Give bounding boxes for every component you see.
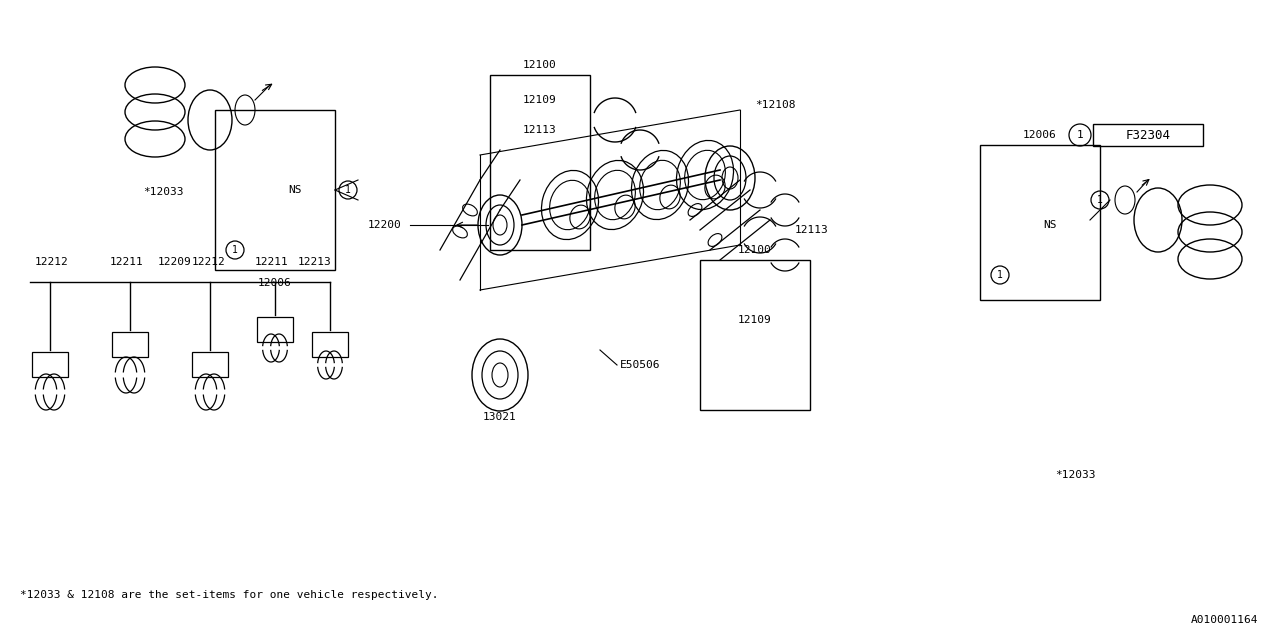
Text: 12006: 12006 [1023, 130, 1057, 140]
Text: 1: 1 [1097, 195, 1103, 205]
Text: NS: NS [288, 185, 302, 195]
Text: 1: 1 [232, 245, 238, 255]
Bar [1093, 124, 1203, 146]
Text: 12200: 12200 [369, 220, 402, 230]
Bar [490, 75, 590, 250]
Text: 13021: 13021 [483, 412, 517, 422]
Text: *12033: *12033 [1055, 470, 1096, 480]
Text: 12211: 12211 [255, 257, 289, 267]
Text: 12100: 12100 [524, 60, 557, 70]
Text: 12209: 12209 [159, 257, 192, 267]
Text: F32304: F32304 [1125, 129, 1170, 141]
Bar [113, 332, 148, 357]
Text: 12211: 12211 [110, 257, 143, 267]
Text: 12212: 12212 [192, 257, 225, 267]
Text: 12113: 12113 [524, 125, 557, 135]
Text: 12212: 12212 [35, 257, 69, 267]
Bar [980, 145, 1100, 300]
Text: 12109: 12109 [524, 95, 557, 105]
Text: *12108: *12108 [755, 100, 795, 110]
Text: 1: 1 [997, 270, 1004, 280]
Text: 12109: 12109 [739, 315, 772, 325]
Text: 12113: 12113 [795, 225, 828, 235]
Bar [215, 110, 335, 270]
Bar [257, 317, 293, 342]
Bar [32, 352, 68, 377]
Text: *12033 & 12108 are the set-items for one vehicle respectively.: *12033 & 12108 are the set-items for one… [20, 590, 439, 600]
Text: NS: NS [1043, 220, 1057, 230]
Text: *12033: *12033 [143, 187, 183, 197]
Text: E50506: E50506 [620, 360, 660, 370]
Bar [700, 260, 810, 410]
Text: A010001164: A010001164 [1190, 615, 1258, 625]
Text: 1: 1 [346, 185, 351, 195]
Text: 12213: 12213 [298, 257, 332, 267]
Text: 12100: 12100 [739, 245, 772, 255]
Text: 1: 1 [1076, 130, 1083, 140]
Bar [192, 352, 228, 377]
Bar [312, 332, 348, 357]
Text: 12006: 12006 [259, 278, 292, 288]
